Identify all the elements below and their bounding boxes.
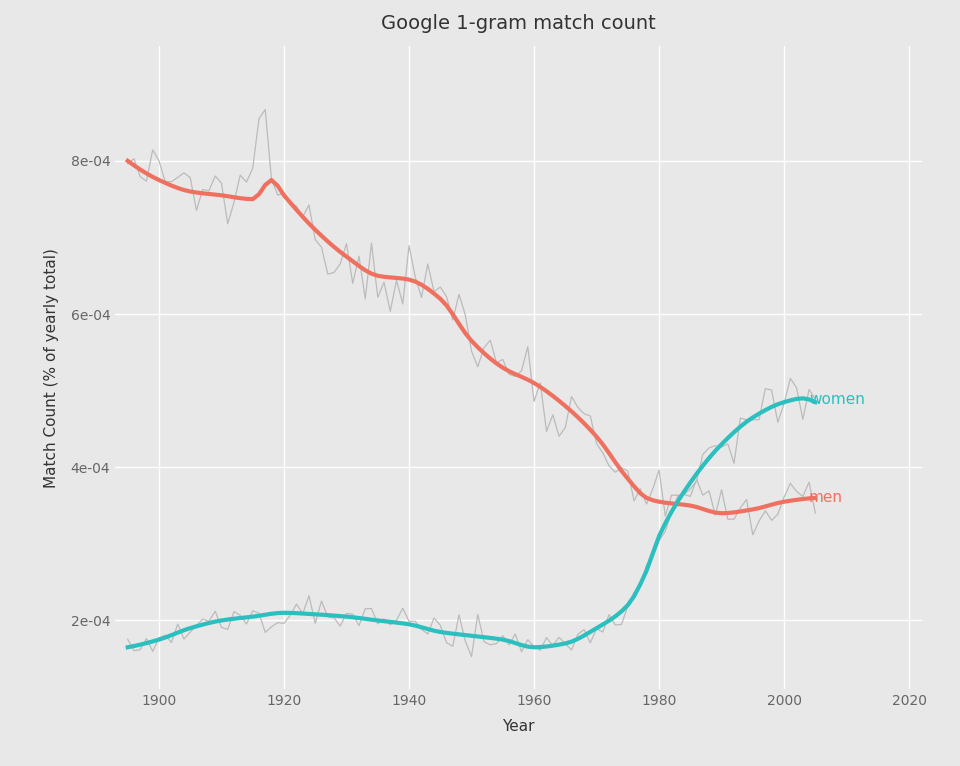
Y-axis label: Match Count (% of yearly total): Match Count (% of yearly total) xyxy=(44,247,60,488)
Title: Google 1-gram match count: Google 1-gram match count xyxy=(381,15,656,33)
X-axis label: Year: Year xyxy=(502,719,535,735)
Text: women: women xyxy=(809,392,865,408)
Text: men: men xyxy=(809,490,843,506)
